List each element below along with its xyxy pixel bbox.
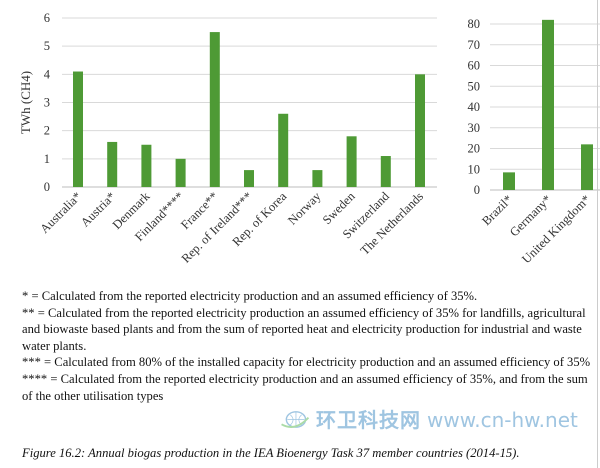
y-tick-label: 1 bbox=[44, 152, 50, 166]
y-tick-label: 30 bbox=[468, 121, 481, 135]
footnote: **** = Calculated from the reported elec… bbox=[22, 371, 588, 403]
bar bbox=[415, 74, 425, 187]
bar bbox=[73, 71, 83, 187]
bar bbox=[380, 156, 391, 187]
figure-caption: Figure 16.2: Annual biogas production in… bbox=[22, 446, 520, 460]
y-tick-label: 10 bbox=[468, 162, 481, 176]
y-tick-label: 70 bbox=[468, 38, 481, 52]
bar bbox=[346, 136, 357, 187]
y-tick-label: 0 bbox=[44, 180, 50, 194]
y-tick-label: 80 bbox=[468, 17, 481, 31]
bar bbox=[141, 144, 152, 187]
x-tick-label: The Netherlands bbox=[358, 189, 427, 258]
x-tick-label: Brazil* bbox=[479, 192, 515, 228]
x-tick-label: United Kingdom* bbox=[519, 192, 593, 266]
watermark: 环卫科技网 www.cn-hw.net bbox=[280, 407, 595, 433]
footnote: *** = Calculated from 80% of the install… bbox=[22, 355, 591, 370]
x-tick-label: Norway bbox=[285, 189, 324, 228]
globe-logo-icon bbox=[281, 411, 310, 428]
bar bbox=[503, 172, 515, 190]
y-tick-label: 4 bbox=[44, 67, 51, 81]
y-tick-label: 40 bbox=[468, 100, 481, 114]
y-tick-label: 2 bbox=[44, 124, 50, 138]
y-axis-label: TWh (CH4) bbox=[18, 71, 33, 134]
bar bbox=[312, 170, 323, 187]
footnote: * = Calculated from the reported electri… bbox=[22, 289, 478, 303]
bar bbox=[278, 113, 289, 187]
bar bbox=[581, 144, 593, 190]
footnote: ** = Calculated from the reported electr… bbox=[22, 305, 586, 353]
y-tick-label: 0 bbox=[474, 183, 480, 197]
y-tick-label: 3 bbox=[44, 96, 50, 110]
bar bbox=[175, 158, 186, 187]
y-tick-label: 60 bbox=[468, 59, 481, 73]
y-tick-label: 5 bbox=[44, 39, 50, 53]
bar bbox=[244, 170, 254, 187]
bar bbox=[209, 32, 220, 188]
bar bbox=[542, 19, 554, 190]
x-tick-label: Australia* bbox=[37, 189, 84, 236]
y-tick-label: 50 bbox=[468, 79, 481, 93]
footnotes: * = Calculated from the reported electri… bbox=[22, 288, 592, 404]
watermark-name: 环卫科技网 bbox=[316, 408, 421, 432]
y-tick-label: 6 bbox=[44, 11, 50, 25]
bar bbox=[107, 141, 118, 187]
bar-charts: 0123456Australia*Austria*DenmarkFinland*… bbox=[18, 11, 600, 266]
y-tick-label: 20 bbox=[468, 142, 481, 156]
watermark-url: www.cn-hw.net bbox=[427, 408, 578, 432]
